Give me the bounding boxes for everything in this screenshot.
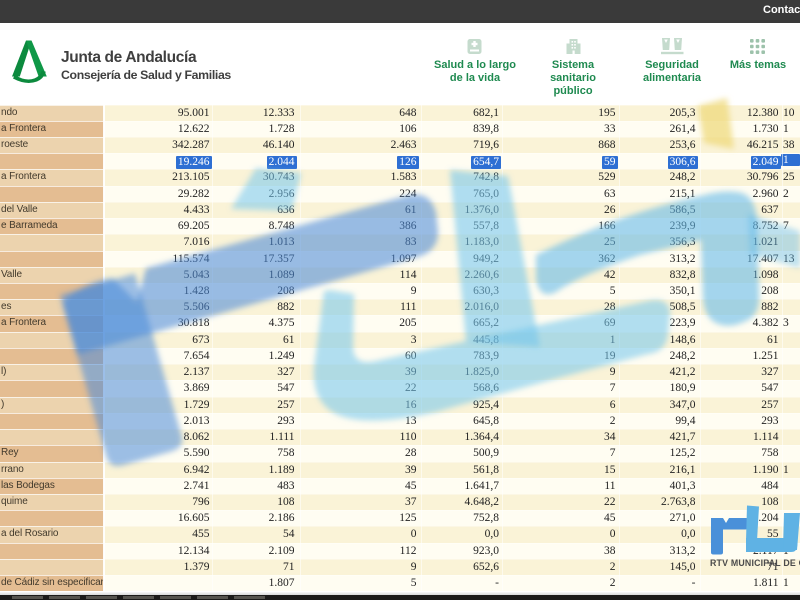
svg-text:RTV MUNICIPAL DE CHICLANA: RTV MUNICIPAL DE CHICLANA (710, 558, 800, 568)
